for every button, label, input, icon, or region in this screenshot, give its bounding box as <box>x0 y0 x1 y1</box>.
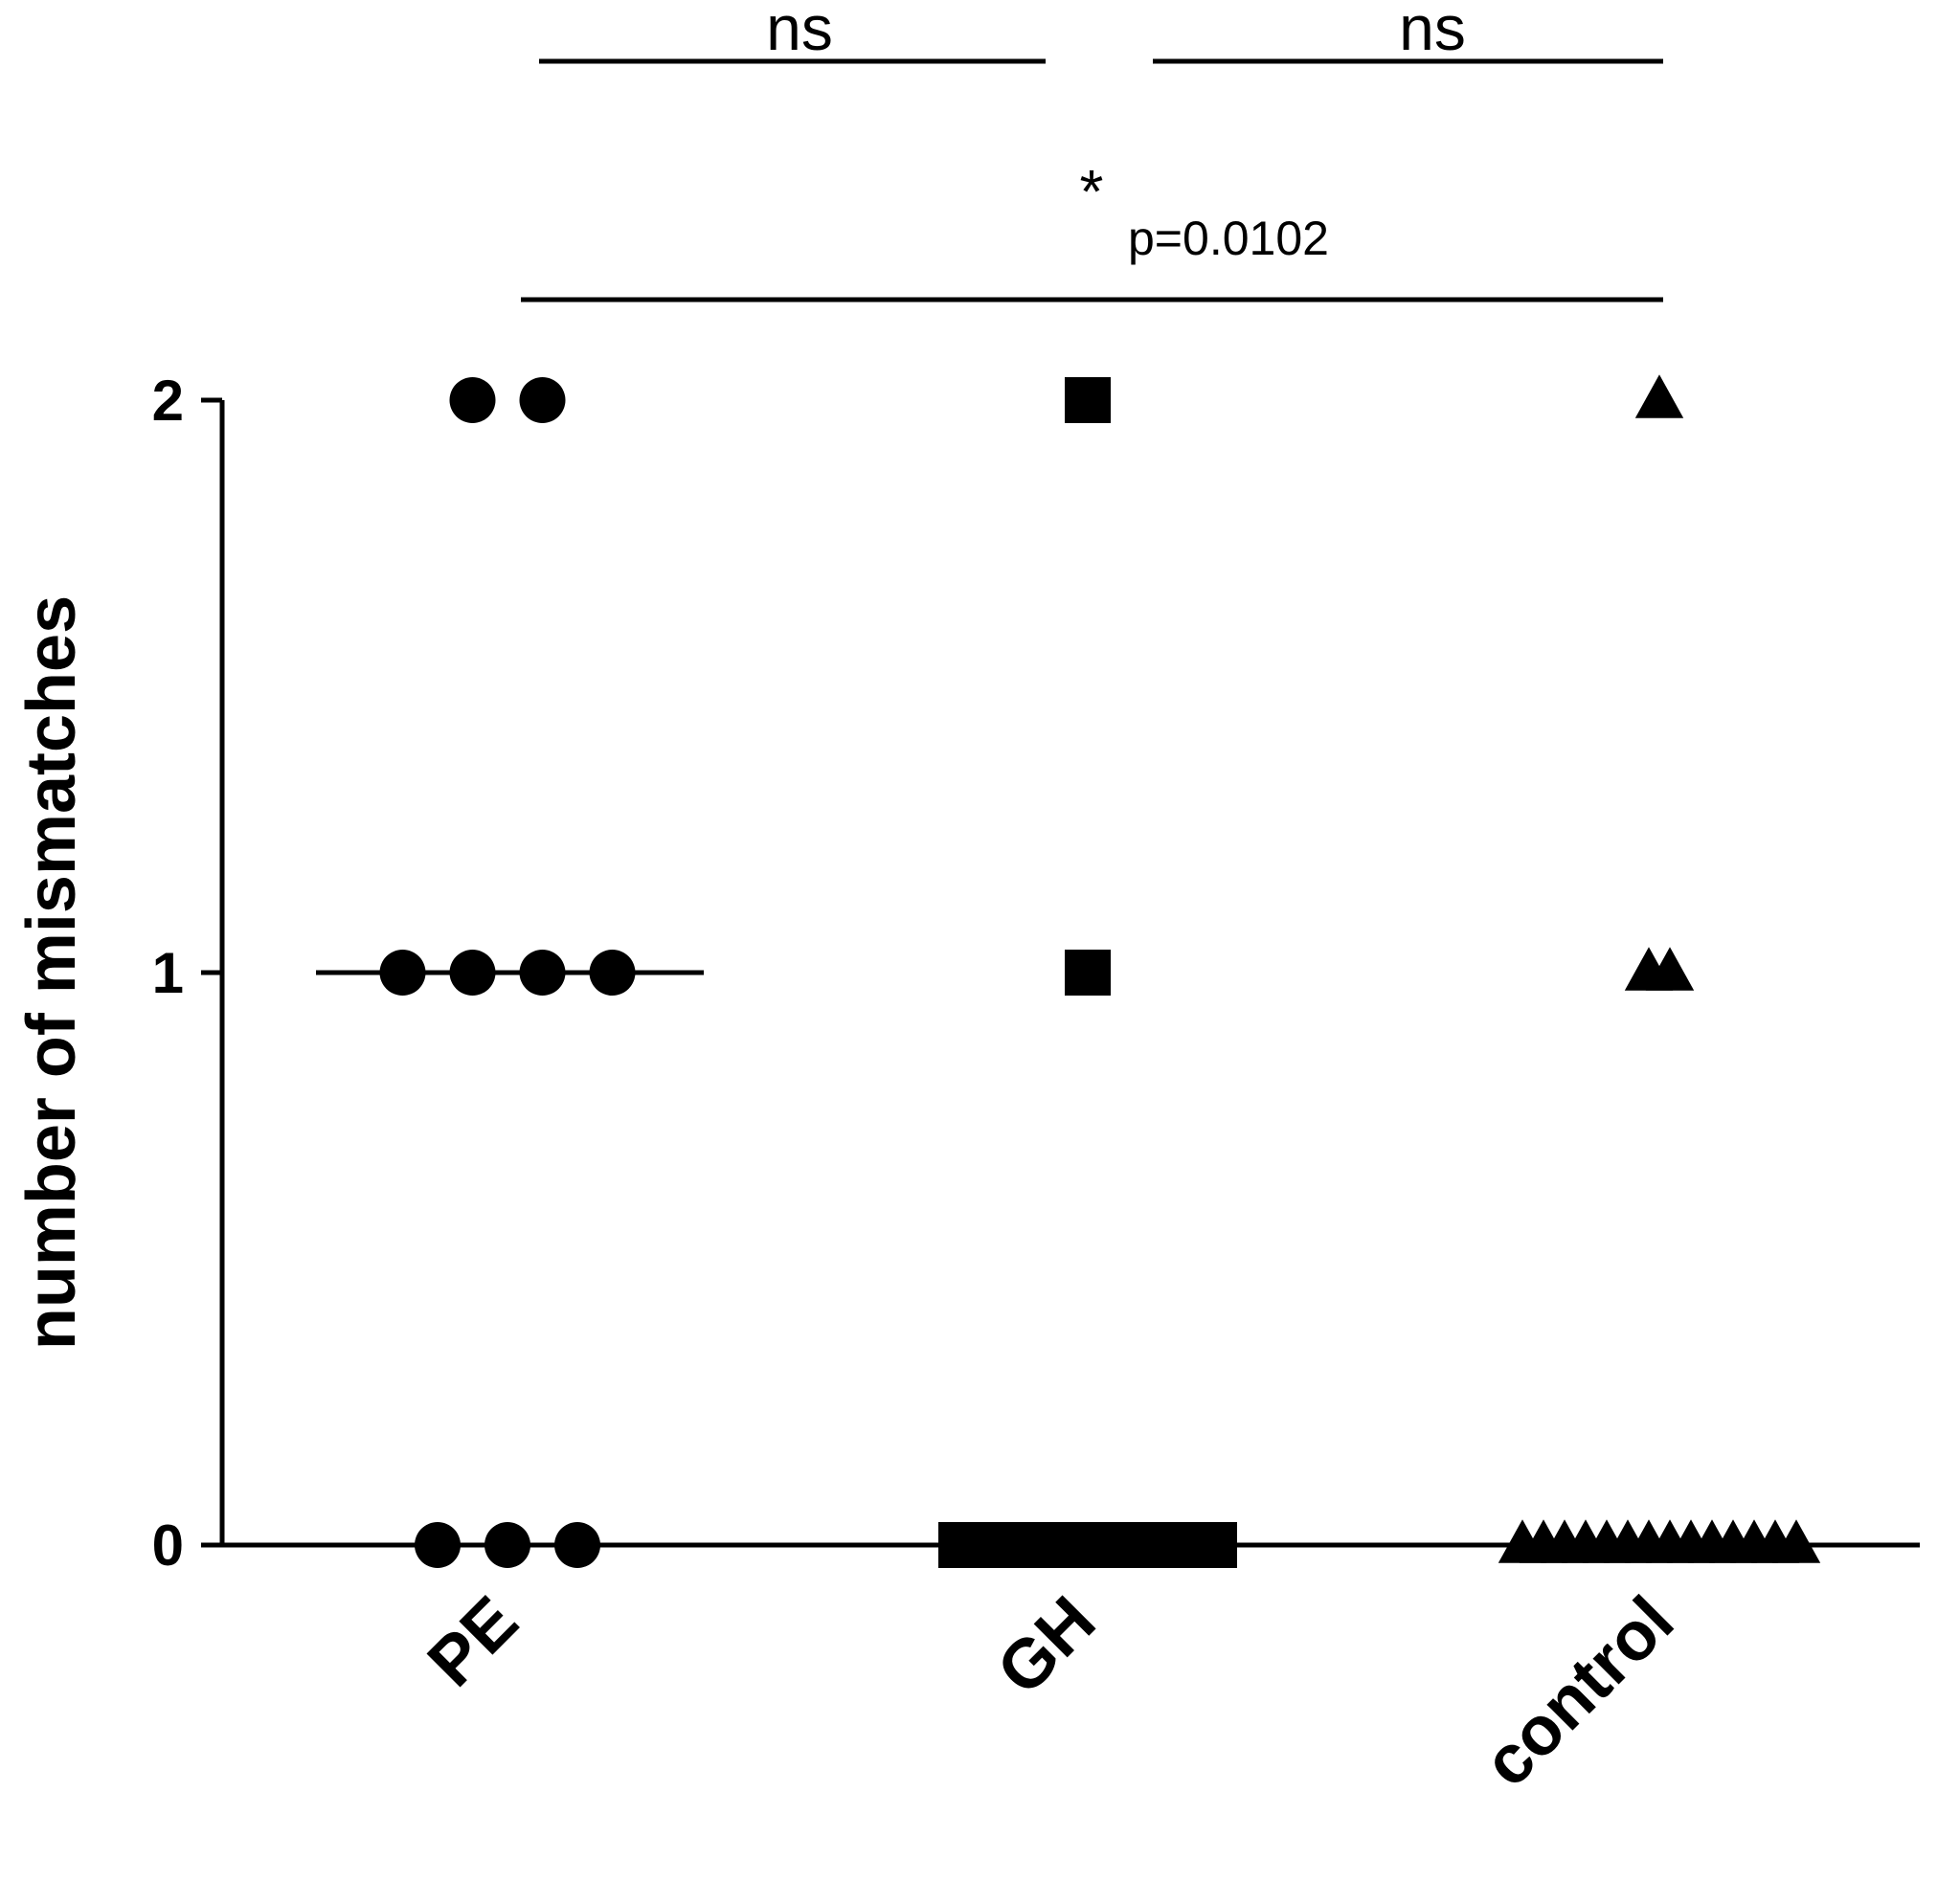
significance-star: * <box>1080 157 1104 226</box>
x-tick-label-gh: GH <box>982 1582 1110 1710</box>
y-tick-label: 0 <box>152 1513 184 1578</box>
data-markers <box>379 374 1821 1568</box>
pe-circle-marker <box>415 1522 461 1568</box>
ns-label: ns <box>1399 0 1466 63</box>
x-tick-label-pe: PE <box>414 1582 532 1701</box>
gh-square-marker <box>1065 950 1111 996</box>
pe-circle-marker <box>519 950 566 996</box>
gh-square-marker <box>1191 1522 1237 1568</box>
pe-circle-marker <box>449 950 496 996</box>
control-triangle-marker <box>1645 947 1695 991</box>
pe-circle-marker <box>519 377 566 423</box>
ns-label: ns <box>766 0 833 63</box>
control-triangle-marker <box>1771 1519 1821 1563</box>
category-labels: PE GH control <box>414 1582 1688 1802</box>
y-tick-label: 2 <box>152 369 184 433</box>
pe-circle-marker <box>484 1522 530 1568</box>
y-tick-label: 1 <box>152 941 184 1005</box>
x-tick-label-control: control <box>1469 1582 1688 1802</box>
y-axis-label: number of mismatches <box>13 595 90 1350</box>
gh-square-marker <box>1065 377 1111 423</box>
pe-circle-marker <box>589 950 636 996</box>
pe-circle-marker <box>449 377 496 423</box>
significance-annotations: ns ns * p=0.0102 <box>521 0 1663 302</box>
pe-circle-marker <box>554 1522 600 1568</box>
control-triangle-marker <box>1634 374 1684 418</box>
p-value-label: p=0.0102 <box>1128 212 1329 265</box>
pe-circle-marker <box>379 950 426 996</box>
y-ticks: 0 1 2 <box>152 369 222 1578</box>
